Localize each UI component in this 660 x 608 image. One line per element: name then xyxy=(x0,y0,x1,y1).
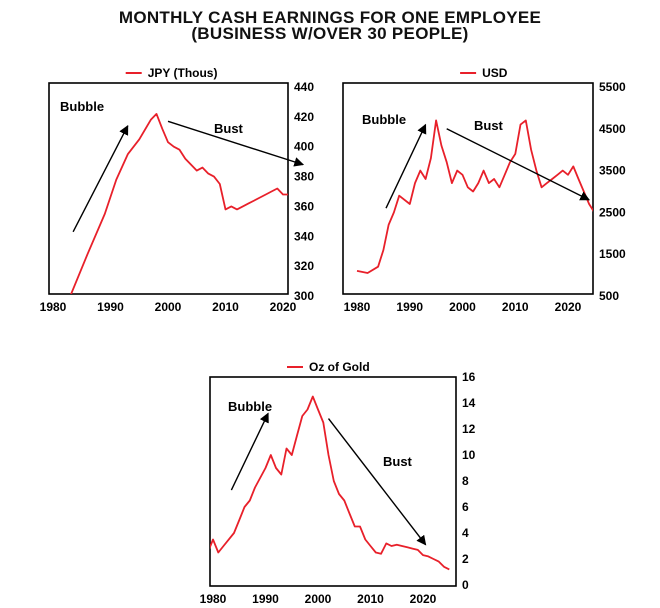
y-tick-label: 4 xyxy=(462,526,469,540)
x-tick-label: 2000 xyxy=(449,300,476,314)
y-tick-label: 14 xyxy=(462,396,476,410)
annotation-label-bust: Bust xyxy=(474,118,504,133)
x-tick-label: 2010 xyxy=(502,300,529,314)
annotation-label-bust: Bust xyxy=(383,454,413,469)
annotation-arrow-bust xyxy=(327,418,427,546)
y-tick-label: 6 xyxy=(462,500,469,514)
chart-title-line-1: MONTHLY CASH EARNINGS FOR ONE EMPLOYEE xyxy=(118,8,542,27)
plot-frame xyxy=(48,82,289,295)
series-line-1 xyxy=(210,395,450,571)
x-tick-label: 2020 xyxy=(410,592,437,606)
x-tick-label: 2020 xyxy=(555,300,582,314)
annotation-arrow-bust xyxy=(446,128,590,201)
y-tick-label: 420 xyxy=(294,110,314,124)
plot-frame xyxy=(342,82,594,295)
y-tick-label: 2 xyxy=(462,552,469,566)
y-tick-label: 340 xyxy=(294,229,314,243)
y-tick-label: 320 xyxy=(294,259,314,273)
y-tick-label: 16 xyxy=(462,370,476,384)
annotation-label-bust: Bust xyxy=(214,121,244,136)
y-tick-label: 400 xyxy=(294,140,314,154)
legend-label: Oz of Gold xyxy=(309,360,370,374)
legend-label: JPY (Thous) xyxy=(148,66,218,80)
plot-frame xyxy=(209,376,457,587)
y-tick-label: 1500 xyxy=(599,247,626,261)
y-tick-label: 360 xyxy=(294,199,314,213)
y-tick-label: 12 xyxy=(462,422,476,436)
x-tick-label: 2010 xyxy=(212,300,239,314)
annotation-label-bubble: Bubble xyxy=(362,112,406,127)
chart-3: Oz of Gold 0 2 4 6 8 10 12 14 16 1980 1990 2000 2010 2… xyxy=(200,360,476,606)
series-line-1 xyxy=(356,119,593,274)
x-tick-label: 1990 xyxy=(97,300,124,314)
x-tick-label: 2000 xyxy=(305,592,332,606)
x-tick-label: 1990 xyxy=(252,592,279,606)
annotation-arrow-bubble xyxy=(230,412,269,491)
annotation-arrow-bubble xyxy=(72,124,129,233)
y-tick-label: 4500 xyxy=(599,122,626,136)
chart-2: USD 500 1500 2500 3500 4500 5500 1980 1990 2000 20… xyxy=(342,66,626,314)
x-tick-label: 2020 xyxy=(270,300,297,314)
x-tick-label: 2010 xyxy=(357,592,384,606)
y-tick-label: 8 xyxy=(462,474,469,488)
legend-label: USD xyxy=(482,66,508,80)
y-tick-label: 0 xyxy=(462,578,469,592)
annotation-arrow-bust xyxy=(167,120,305,167)
annotation-arrow-bubble xyxy=(385,123,427,209)
x-tick-label: 1980 xyxy=(344,300,371,314)
y-tick-label: 500 xyxy=(599,289,619,303)
y-tick-label: 2500 xyxy=(599,205,626,219)
annotation-label-bubble: Bubble xyxy=(60,99,104,114)
chart-title-line-2: (BUSINESS W/OVER 30 PEOPLE) xyxy=(191,24,469,43)
annotation-label-bubble: Bubble xyxy=(228,399,272,414)
y-tick-label: 5500 xyxy=(599,80,626,94)
y-tick-label: 380 xyxy=(294,170,314,184)
chart-1: JPY (Thous) 300 320 340 360 380 400 420 440 1980 1… xyxy=(40,66,315,314)
series-line-1 xyxy=(70,113,288,294)
y-tick-label: 10 xyxy=(462,448,476,462)
x-tick-label: 1980 xyxy=(200,592,227,606)
y-tick-label: 440 xyxy=(294,80,314,94)
x-tick-label: 2000 xyxy=(155,300,182,314)
y-tick-label: 3500 xyxy=(599,164,626,178)
x-tick-label: 1980 xyxy=(40,300,67,314)
x-tick-label: 1990 xyxy=(396,300,423,314)
y-tick-label: 300 xyxy=(294,289,314,303)
